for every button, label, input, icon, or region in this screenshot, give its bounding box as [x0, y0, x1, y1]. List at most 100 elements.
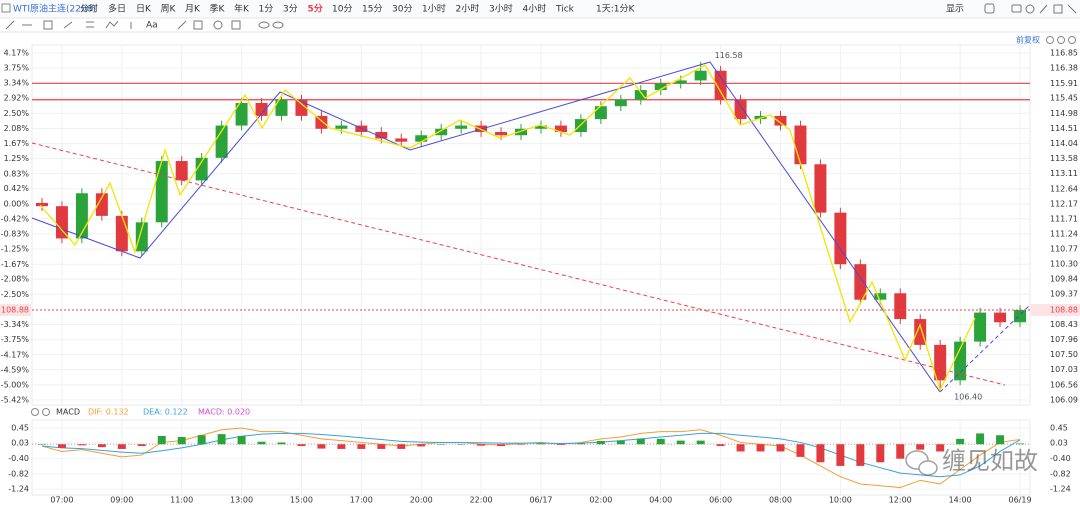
- y2-tick-label: -1.67%: [1, 260, 30, 269]
- zigzag-line: [39, 64, 976, 392]
- tool[interactable]: [5, 20, 15, 30]
- period-tab[interactable]: 1分: [259, 4, 274, 15]
- y-tick-label: -1.24: [1050, 485, 1071, 494]
- symbol[interactable]: WTI原油主连(2208): [13, 3, 96, 15]
- x-tick-label: 10:00: [829, 496, 852, 505]
- histogram-bar: [576, 443, 585, 445]
- period-tab[interactable]: Tick: [555, 5, 575, 15]
- candle-body: [594, 106, 607, 120]
- icon[interactable]: [1011, 4, 1022, 13]
- period-tab[interactable]: 2小时: [456, 3, 480, 15]
- period-tab[interactable]: 5分: [308, 3, 323, 15]
- period-tab[interactable]: 多日: [108, 3, 126, 15]
- y2-tick-label: 0.42%: [4, 184, 30, 193]
- histogram-bar: [756, 444, 765, 452]
- histogram-bar: [457, 444, 466, 445]
- histogram-bar: [936, 444, 945, 452]
- x-tick-label: 04:00: [649, 496, 672, 505]
- period-tab[interactable]: 年K: [234, 3, 250, 15]
- tool[interactable]: [43, 20, 53, 30]
- display-menu[interactable]: 显示: [946, 4, 964, 15]
- histogram-bar: [676, 440, 685, 445]
- x-tick-label: 17:00: [350, 496, 373, 505]
- icon[interactable]: [1025, 4, 1035, 14]
- adjust-mode[interactable]: 前复权: [1016, 35, 1040, 45]
- y-tick-label: -1.24: [8, 485, 29, 494]
- icon[interactable]: [1053, 4, 1063, 14]
- period-tab[interactable]: 3小时: [489, 3, 513, 15]
- icon[interactable]: [1046, 36, 1054, 44]
- period-tab[interactable]: 30分: [392, 4, 412, 15]
- x-tick-label: 08:00: [769, 496, 792, 505]
- icon[interactable]: [31, 408, 39, 416]
- period-tab[interactable]: 4小时: [523, 3, 547, 15]
- candle-body: [255, 102, 268, 116]
- period-tab[interactable]: 日K: [136, 4, 152, 15]
- icon[interactable]: [42, 408, 50, 416]
- y-tick-label: 109.84: [1050, 275, 1078, 284]
- period-tab[interactable]: 15分: [362, 4, 382, 15]
- candle-body: [634, 90, 647, 100]
- tool[interactable]: [105, 20, 119, 29]
- period-tab[interactable]: 10分: [332, 4, 352, 15]
- y-tick-label: 113.11: [1050, 169, 1078, 178]
- period-tab[interactable]: 分时: [80, 3, 98, 15]
- y-tick-label: 0.45: [1050, 424, 1068, 433]
- candle-body: [395, 138, 408, 142]
- icon[interactable]: [1057, 36, 1065, 44]
- text-tool[interactable]: Aa: [146, 21, 158, 31]
- histogram-bar: [297, 444, 306, 447]
- candle-body: [614, 99, 627, 107]
- toolbar-icons: [984, 3, 1077, 14]
- tool[interactable]: [193, 20, 203, 30]
- y2-tick-label: 0.00%: [4, 199, 30, 208]
- tool[interactable]: [63, 21, 73, 29]
- histogram-bar: [417, 444, 426, 447]
- y-tick-label: 111.24: [1050, 229, 1078, 238]
- x-tick-label: 06/19: [1008, 496, 1031, 505]
- y-tick-label: 106.56: [1050, 380, 1078, 389]
- y-tick-label: 107.03: [1050, 365, 1078, 374]
- histogram-bar: [197, 435, 206, 445]
- period-tab[interactable]: 季K: [210, 3, 226, 15]
- y-tick-label: 0.03: [11, 439, 29, 448]
- tool[interactable]: [272, 21, 284, 29]
- icon[interactable]: [1039, 4, 1048, 14]
- tool[interactable]: [258, 21, 270, 29]
- y2-tick-label: 3.75%: [4, 64, 30, 73]
- period-tab[interactable]: 1小时: [422, 3, 446, 15]
- icon[interactable]: [1068, 36, 1076, 44]
- histogram-bar: [856, 444, 865, 466]
- candle-body: [95, 193, 108, 216]
- menu-icon[interactable]: [1, 3, 11, 13]
- period-tab[interactable]: 月K: [185, 4, 201, 15]
- y-tick-label: 110.77: [1050, 245, 1078, 254]
- y-tick-label: 107.50: [1050, 350, 1078, 359]
- indicator-icons: [31, 408, 50, 416]
- last-price-label: 108.88: [1050, 306, 1078, 315]
- legend-item: DEA: 0.122: [143, 408, 188, 417]
- y-tick-label: 106.09: [1050, 396, 1078, 405]
- period-tab[interactable]: 3分: [283, 4, 298, 15]
- tool[interactable]: [177, 20, 187, 30]
- candle-body: [734, 99, 747, 120]
- y-tick-label: 114.04: [1050, 139, 1078, 148]
- tool[interactable]: [213, 20, 223, 30]
- candle-body: [994, 312, 1007, 323]
- last-price-tag: [1031, 304, 1080, 317]
- histogram-bar: [736, 444, 745, 452]
- icon[interactable]: [1067, 4, 1077, 14]
- x-tick-label: 15:00: [290, 496, 313, 505]
- histogram-bar: [996, 435, 1005, 445]
- y-tick-label: -0.40: [1050, 454, 1071, 463]
- period-tabs: 分时 多日 日K 周K 月K 季K 年K 1分 3分 5分 10分 15分 30分 1小时 2小时 3小时 4小…: [80, 3, 575, 15]
- range-select[interactable]: 1天:1分K: [596, 4, 635, 15]
- histogram-bar: [1016, 443, 1025, 445]
- period-tab[interactable]: 周K: [161, 4, 177, 15]
- icon[interactable]: [984, 3, 995, 14]
- tool[interactable]: [231, 20, 241, 30]
- y-tick-label: 116.85: [1050, 49, 1078, 58]
- histogram-bar: [536, 443, 545, 445]
- candle-body: [515, 128, 528, 136]
